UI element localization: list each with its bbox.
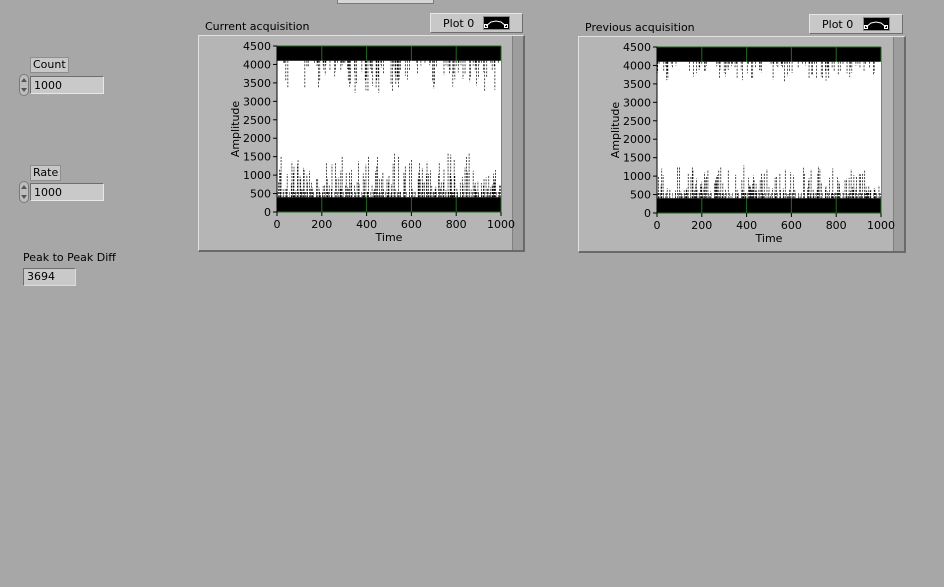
y-axis-title: Amplitude — [229, 101, 242, 158]
rate-input[interactable]: 1000 — [30, 183, 104, 201]
count-input[interactable]: 1000 — [30, 76, 104, 94]
x-tick-label: 200 — [311, 218, 332, 231]
peak-to-peak-label: Peak to Peak Diff — [23, 251, 116, 264]
chart-current-svg: 0 500 1000 1500 2000 2500 3000 3500 4000 4500 0 200… — [229, 40, 515, 244]
rate-increment-decrement[interactable] — [19, 181, 29, 203]
increment-arrow-icon[interactable] — [21, 78, 27, 82]
count-increment-decrement[interactable] — [19, 74, 29, 96]
x-tick-label: 600 — [401, 218, 422, 231]
increment-arrow-icon[interactable] — [21, 185, 27, 189]
trace-fill — [277, 60, 501, 198]
legend-plot-name: Plot 0 — [443, 17, 475, 30]
y-tick-label: 3500 — [243, 77, 271, 90]
plot-line-style-icon[interactable] — [863, 17, 890, 31]
y-tick-label: 2500 — [623, 115, 651, 128]
x-tick-label: 400 — [356, 218, 377, 231]
series-plot-0 — [276, 60, 501, 198]
plot-line-style-icon[interactable] — [483, 16, 510, 30]
x-tick-label: 600 — [781, 219, 802, 232]
y-tick-label: 1000 — [623, 170, 651, 183]
y-tick-label: 500 — [630, 189, 651, 202]
x-tick-label: 400 — [736, 219, 757, 232]
y-tick-label: 0 — [644, 207, 651, 220]
graph-title-previous: Previous acquisition — [585, 21, 695, 34]
chart-previous-svg: 0 500 1000 1500 2000 2500 3000 3500 4000 4500 0 200… — [609, 41, 895, 245]
x-tick-label: 800 — [446, 218, 467, 231]
y-tick-label: 500 — [250, 188, 271, 201]
y-tick-label: 4500 — [243, 40, 271, 53]
y-tick-label: 4000 — [623, 59, 651, 72]
y-axis-title: Amplitude — [609, 102, 622, 159]
y-tick-label: 2000 — [243, 132, 271, 145]
series-plot-0 — [656, 61, 881, 199]
x-tick-label: 200 — [691, 219, 712, 232]
y-tick-label: 4500 — [623, 41, 651, 54]
waveform-graph-current: 0 500 1000 1500 2000 2500 3000 3500 4000 4500 0 200… — [198, 35, 525, 252]
x-axis-title: Time — [375, 231, 403, 244]
y-tick-label: 0 — [264, 206, 271, 219]
y-tick-label: 1500 — [623, 152, 651, 165]
legend-plot-name: Plot 0 — [822, 18, 854, 31]
graph-scroll-strip — [893, 37, 904, 251]
graph-title-current: Current acquisition — [205, 20, 310, 33]
decrement-arrow-icon[interactable] — [21, 88, 27, 92]
y-tick-label: 3000 — [623, 96, 651, 109]
y-tick-label: 2500 — [243, 114, 271, 127]
y-tick-label: 3500 — [623, 78, 651, 91]
y-tick-label: 4000 — [243, 58, 271, 71]
x-tick-label: 1000 — [867, 219, 895, 232]
x-tick-label: 1000 — [487, 218, 515, 231]
trace-fill — [657, 61, 881, 199]
count-label: Count — [30, 57, 69, 73]
waveform-graph-previous: 0 500 1000 1500 2000 2500 3000 3500 4000 4500 0 200… — [578, 36, 906, 253]
decrement-arrow-icon[interactable] — [21, 195, 27, 199]
rate-label: Rate — [30, 165, 62, 181]
graph-scroll-strip — [512, 36, 523, 250]
x-axis-title: Time — [755, 232, 783, 245]
plot-legend-current[interactable]: Plot 0 — [430, 13, 523, 33]
x-tick-label: 0 — [654, 219, 661, 232]
x-tick-label: 0 — [274, 218, 281, 231]
peak-to-peak-indicator: 3694 — [23, 268, 76, 286]
y-tick-label: 1000 — [243, 169, 271, 182]
y-tick-label: 1500 — [243, 151, 271, 164]
top-control-edge — [337, 0, 434, 4]
y-tick-label: 3000 — [243, 95, 271, 108]
plot-legend-previous[interactable]: Plot 0 — [809, 14, 903, 34]
x-tick-label: 800 — [826, 219, 847, 232]
y-tick-label: 2000 — [623, 133, 651, 146]
